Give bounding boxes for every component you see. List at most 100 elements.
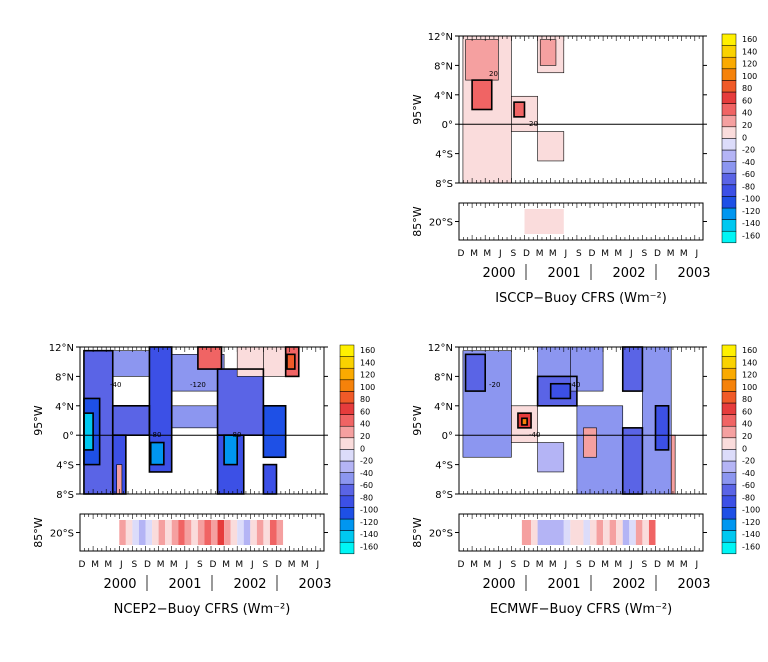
year-label: 2003 xyxy=(677,266,710,281)
colorbar-swatch xyxy=(339,344,355,357)
y-tick-label: 8°N xyxy=(434,372,453,383)
colorbar-label: -140 xyxy=(742,530,760,539)
heat-cell xyxy=(537,442,565,473)
colorbar-label: -100 xyxy=(742,506,760,515)
strip-cell xyxy=(269,520,277,545)
colorbar-label: 0 xyxy=(742,133,747,142)
month-label: M xyxy=(157,560,165,570)
contour-line xyxy=(83,412,94,451)
colorbar-label: -120 xyxy=(742,207,760,216)
colorbar-swatch xyxy=(721,230,737,244)
month-label: M xyxy=(614,560,622,570)
heat-cell xyxy=(263,405,286,458)
month-label: M xyxy=(601,249,609,259)
heat-cell xyxy=(217,368,264,436)
colorbar-label: -20 xyxy=(742,146,755,155)
y-tick-label: 4°S xyxy=(56,461,74,472)
strip-cell xyxy=(590,520,597,545)
colorbar-swatch xyxy=(339,507,355,520)
colorbar-label: -140 xyxy=(742,219,760,228)
colorbar-label: 40 xyxy=(742,109,752,118)
colorbar-swatch xyxy=(721,196,737,209)
colorbar-swatch xyxy=(721,344,737,357)
heat-cell xyxy=(465,39,499,81)
heat-cell xyxy=(583,427,597,458)
contour-line xyxy=(521,417,528,426)
y-tick-label: 0° xyxy=(442,431,453,442)
colorbar-swatch xyxy=(721,126,737,139)
strip-cell xyxy=(237,520,244,545)
top-y-axis-label: 95°W xyxy=(32,405,45,435)
colorbar-swatch xyxy=(721,437,737,450)
strip-cell xyxy=(184,520,192,545)
bottom-y-axis-label: 85°W xyxy=(32,517,45,547)
colorbar-swatch xyxy=(721,379,737,392)
top-y-axis-label: 95°W xyxy=(411,405,424,435)
colorbar-label: -40 xyxy=(742,158,755,167)
bottom-y-axis-label: 85°W xyxy=(411,517,424,547)
month-label: D xyxy=(458,560,465,570)
colorbar-label: 160 xyxy=(742,35,757,44)
contour-line xyxy=(471,79,493,111)
month-label: D xyxy=(654,249,661,259)
heat-cell xyxy=(286,354,296,370)
y-tick-label: 4°S xyxy=(435,150,453,161)
heat-cell xyxy=(112,350,150,377)
y-tick-label: 12°N xyxy=(428,343,453,354)
month-label: S xyxy=(576,249,582,259)
colorbar-swatch xyxy=(721,449,737,462)
colorbar-swatch xyxy=(721,91,737,104)
colorbar-label: 80 xyxy=(360,395,370,404)
y-tick-label: 8°S xyxy=(435,490,453,501)
colorbar-label: 80 xyxy=(742,84,752,93)
month-label: D xyxy=(654,560,661,570)
strip-cell xyxy=(642,520,649,545)
strip-cell xyxy=(635,520,643,545)
colorbar-swatch xyxy=(721,138,737,151)
contour-line xyxy=(536,375,578,407)
heat-cell xyxy=(112,405,150,436)
month-label: J xyxy=(563,249,567,259)
colorbar: 160 140 120 100 80 60 40 20 0 -20 -40 -60 -80 -100 -12… xyxy=(721,33,760,244)
month-label: D xyxy=(458,249,465,259)
month-label: J xyxy=(694,560,698,570)
colorbar-label: -100 xyxy=(360,506,378,515)
year-label: 2002 xyxy=(612,577,645,592)
y-tick-label: 8°N xyxy=(55,372,74,383)
colorbar-swatch xyxy=(339,391,355,404)
strip-cell xyxy=(119,520,126,545)
colorbar-swatch xyxy=(721,518,737,531)
month-label: M xyxy=(222,560,230,570)
colorbar-swatch xyxy=(721,472,737,485)
colorbar-label: -160 xyxy=(360,543,378,552)
month-label: M xyxy=(483,249,491,259)
strip-cell xyxy=(178,520,185,545)
month-label: S xyxy=(576,560,582,570)
y-tick-label: 4°N xyxy=(434,402,453,413)
contour-line xyxy=(464,353,486,392)
month-label: M xyxy=(91,560,99,570)
year-label: 2001 xyxy=(547,577,580,592)
month-label: M xyxy=(288,560,296,570)
colorbar-label: -160 xyxy=(742,232,760,241)
heat-cell xyxy=(83,412,94,451)
month-label: D xyxy=(523,249,530,259)
month-label: S xyxy=(642,560,648,570)
strip-cell xyxy=(138,520,146,545)
colorbar-label: -60 xyxy=(360,481,373,490)
month-label: M xyxy=(667,560,675,570)
colorbar-swatch xyxy=(721,414,737,427)
contour-line xyxy=(286,353,296,370)
y-tick-label: 8°N xyxy=(434,61,453,72)
y-tick-label: 20°S xyxy=(50,529,74,540)
contour-line xyxy=(149,441,165,466)
contour-label: -20 xyxy=(489,381,500,389)
month-label: M xyxy=(536,560,544,570)
month-label: M xyxy=(549,249,557,259)
month-label: M xyxy=(470,249,478,259)
month-label: D xyxy=(523,560,530,570)
colorbar-swatch xyxy=(339,437,355,450)
colorbar-swatch xyxy=(339,449,355,462)
contour-label: -40 xyxy=(529,431,540,439)
colorbar-swatch xyxy=(721,184,737,197)
